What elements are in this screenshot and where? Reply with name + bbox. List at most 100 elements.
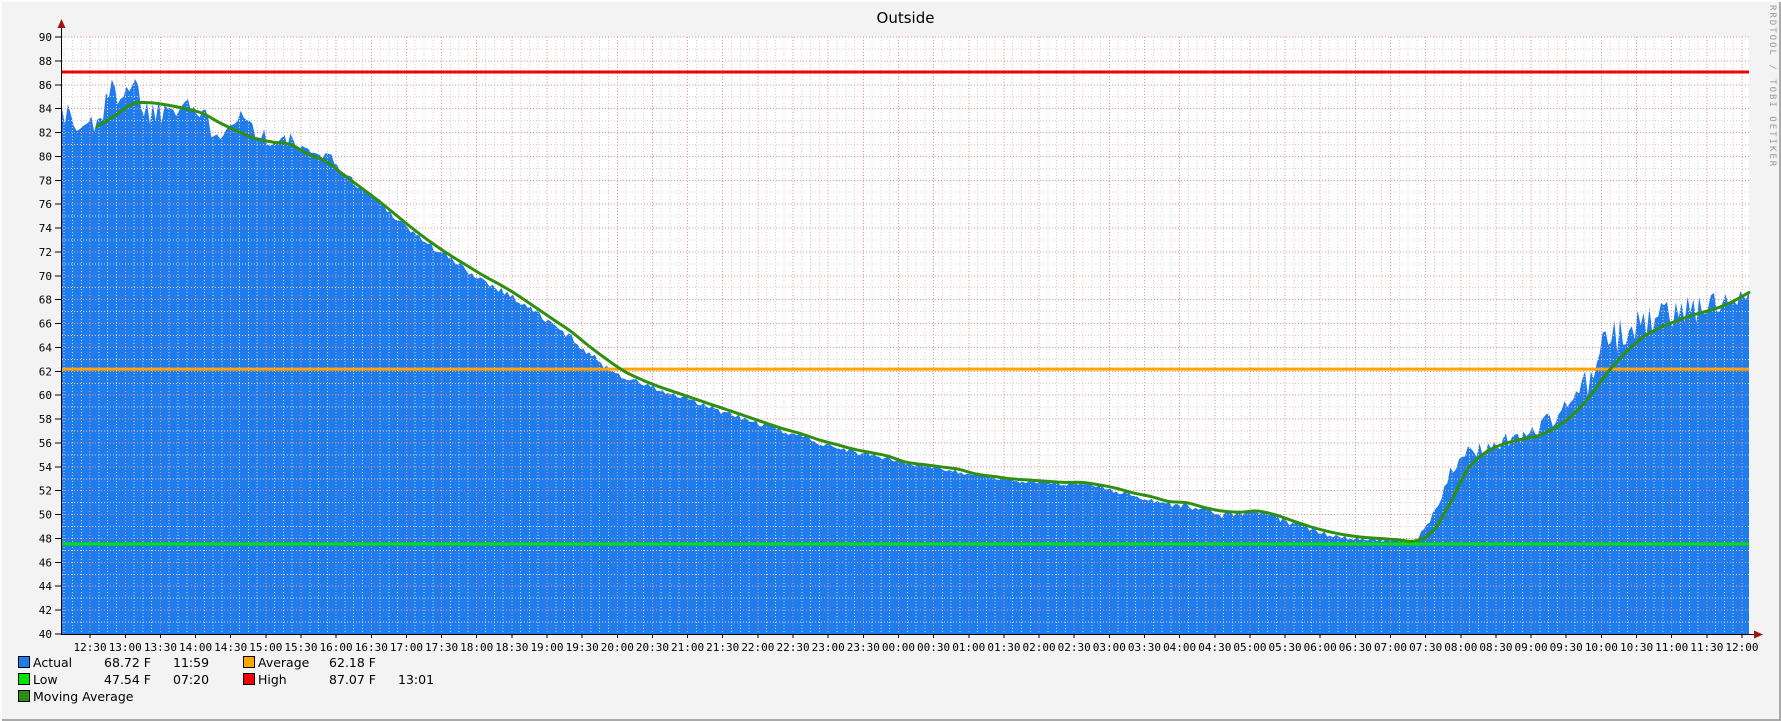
legend-item-moving-average: Moving Average xyxy=(18,688,133,705)
svg-text:03:30: 03:30 xyxy=(1128,641,1161,654)
legend: Actual 68.72 F 11:59 Average 62.18 F Low 47.… xyxy=(18,654,468,705)
legend-row-1: Actual 68.72 F 11:59 Average 62.18 F xyxy=(18,654,468,671)
svg-text:21:30: 21:30 xyxy=(706,641,739,654)
svg-text:06:00: 06:00 xyxy=(1304,641,1337,654)
svg-text:05:30: 05:30 xyxy=(1269,641,1302,654)
svg-text:19:30: 19:30 xyxy=(566,641,599,654)
svg-text:17:30: 17:30 xyxy=(425,641,458,654)
svg-text:22:00: 22:00 xyxy=(741,641,774,654)
legend-time: 07:20 xyxy=(173,672,210,687)
svg-text:01:00: 01:00 xyxy=(952,641,985,654)
legend-value: 62.18 F xyxy=(329,655,376,670)
svg-text:16:30: 16:30 xyxy=(355,641,388,654)
svg-text:60: 60 xyxy=(39,389,52,402)
svg-text:70: 70 xyxy=(39,270,52,283)
svg-text:02:30: 02:30 xyxy=(1058,641,1091,654)
svg-text:10:30: 10:30 xyxy=(1620,641,1653,654)
svg-text:54: 54 xyxy=(39,461,53,474)
high-swatch-icon xyxy=(243,673,255,685)
svg-text:04:00: 04:00 xyxy=(1163,641,1196,654)
svg-text:18:00: 18:00 xyxy=(460,641,493,654)
svg-text:04:30: 04:30 xyxy=(1198,641,1231,654)
svg-text:00:30: 00:30 xyxy=(917,641,950,654)
svg-text:58: 58 xyxy=(39,413,52,426)
legend-item-low: Low 47.54 F 07:20 xyxy=(18,671,243,688)
rrdtool-watermark: RRDTOOL / TOBI OETIKER xyxy=(1767,5,1777,169)
legend-label: Average xyxy=(258,655,310,670)
average-swatch-icon xyxy=(243,656,255,668)
svg-text:50: 50 xyxy=(39,509,52,522)
legend-label: Low xyxy=(33,672,58,687)
legend-item-average: Average 62.18 F xyxy=(243,654,468,671)
svg-text:13:30: 13:30 xyxy=(144,641,177,654)
legend-label: High xyxy=(258,672,287,687)
svg-text:05:00: 05:00 xyxy=(1233,641,1266,654)
svg-text:64: 64 xyxy=(39,341,53,354)
svg-text:42: 42 xyxy=(39,604,52,617)
svg-text:12:00: 12:00 xyxy=(1725,641,1758,654)
svg-text:46: 46 xyxy=(39,556,52,569)
svg-text:72: 72 xyxy=(39,246,52,259)
svg-text:14:00: 14:00 xyxy=(179,641,212,654)
svg-text:66: 66 xyxy=(39,318,52,331)
svg-text:84: 84 xyxy=(39,103,53,116)
legend-row-3: Moving Average xyxy=(18,688,468,705)
svg-text:86: 86 xyxy=(39,79,52,92)
legend-row-2: Low 47.54 F 07:20 High 87.07 F 13:01 xyxy=(18,671,468,688)
svg-text:52: 52 xyxy=(39,485,52,498)
svg-text:13:00: 13:00 xyxy=(109,641,142,654)
svg-text:02:00: 02:00 xyxy=(1022,641,1055,654)
svg-text:21:00: 21:00 xyxy=(671,641,704,654)
svg-text:09:00: 09:00 xyxy=(1515,641,1548,654)
svg-text:14:30: 14:30 xyxy=(214,641,247,654)
svg-text:74: 74 xyxy=(39,222,53,235)
svg-text:18:30: 18:30 xyxy=(495,641,528,654)
svg-text:62: 62 xyxy=(39,365,52,378)
legend-label: Actual xyxy=(33,655,73,670)
svg-text:08:00: 08:00 xyxy=(1444,641,1477,654)
svg-text:11:00: 11:00 xyxy=(1655,641,1688,654)
svg-text:48: 48 xyxy=(39,532,52,545)
low-swatch-icon xyxy=(18,673,30,685)
legend-label: Moving Average xyxy=(33,689,134,704)
svg-text:44: 44 xyxy=(39,580,53,593)
legend-time: 13:01 xyxy=(398,672,435,687)
legend-item-actual: Actual 68.72 F 11:59 xyxy=(18,654,243,671)
svg-text:23:00: 23:00 xyxy=(812,641,845,654)
svg-text:23:30: 23:30 xyxy=(847,641,880,654)
svg-text:07:00: 07:00 xyxy=(1374,641,1407,654)
svg-text:08:30: 08:30 xyxy=(1479,641,1512,654)
svg-text:82: 82 xyxy=(39,127,52,140)
svg-text:40: 40 xyxy=(39,628,52,641)
svg-text:78: 78 xyxy=(39,174,52,187)
svg-text:17:00: 17:00 xyxy=(390,641,423,654)
legend-time: 11:59 xyxy=(173,655,210,670)
legend-item-high: High 87.07 F 13:01 xyxy=(243,671,468,688)
moving-average-swatch-icon xyxy=(18,690,30,702)
svg-text:20:00: 20:00 xyxy=(601,641,634,654)
chart-title: Outside xyxy=(876,9,935,27)
svg-text:15:00: 15:00 xyxy=(249,641,282,654)
svg-text:22:30: 22:30 xyxy=(776,641,809,654)
legend-value: 68.72 F xyxy=(104,655,151,670)
legend-value: 47.54 F xyxy=(104,672,151,687)
svg-text:16:00: 16:00 xyxy=(320,641,353,654)
svg-text:20:30: 20:30 xyxy=(636,641,669,654)
legend-value: 87.07 F xyxy=(329,672,376,687)
svg-text:76: 76 xyxy=(39,198,52,211)
svg-text:03:00: 03:00 xyxy=(1093,641,1126,654)
svg-text:88: 88 xyxy=(39,55,52,68)
svg-text:01:30: 01:30 xyxy=(987,641,1020,654)
actual-swatch-icon xyxy=(18,656,30,668)
svg-text:12:30: 12:30 xyxy=(74,641,107,654)
svg-text:90: 90 xyxy=(39,31,52,44)
svg-text:06:30: 06:30 xyxy=(1339,641,1372,654)
svg-text:00:00: 00:00 xyxy=(882,641,915,654)
svg-text:15:30: 15:30 xyxy=(284,641,317,654)
svg-text:07:30: 07:30 xyxy=(1409,641,1442,654)
svg-text:56: 56 xyxy=(39,437,52,450)
svg-text:68: 68 xyxy=(39,294,52,307)
svg-text:19:00: 19:00 xyxy=(530,641,563,654)
